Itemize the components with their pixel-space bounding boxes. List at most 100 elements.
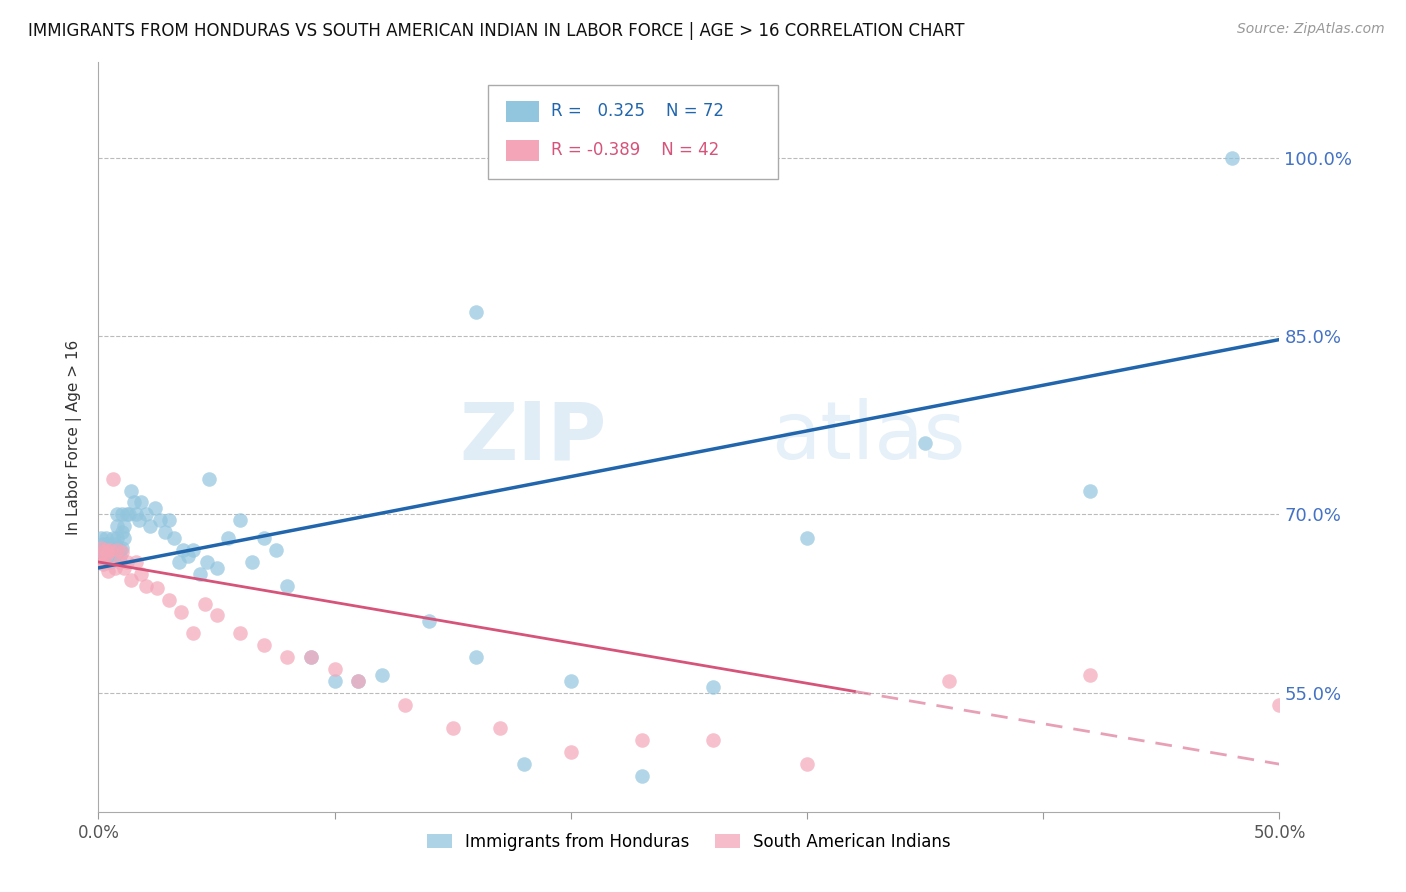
Text: IMMIGRANTS FROM HONDURAS VS SOUTH AMERICAN INDIAN IN LABOR FORCE | AGE > 16 CORR: IMMIGRANTS FROM HONDURAS VS SOUTH AMERIC… (28, 22, 965, 40)
Point (205, 608, 228, 623)
Point (195, 555, 218, 569)
Point (229, 626, 252, 640)
Point (90, 555, 112, 569)
Point (105, 508, 128, 522)
Point (125, 555, 148, 569)
Point (98, 543, 121, 558)
Point (125, 508, 148, 522)
Point (1220, 151, 1243, 165)
Point (94, 549, 117, 563)
Point (560, 745, 582, 759)
Text: atlas: atlas (772, 398, 966, 476)
Point (630, 733, 652, 747)
Point (560, 673, 582, 688)
Y-axis label: In Labor Force | Age > 16: In Labor Force | Age > 16 (66, 340, 83, 534)
Point (94, 543, 117, 558)
Point (115, 508, 138, 522)
Text: ZIP: ZIP (458, 398, 606, 476)
Point (157, 513, 180, 527)
Text: R =   0.325    N = 72: R = 0.325 N = 72 (551, 103, 724, 120)
Point (128, 513, 150, 527)
Point (143, 501, 166, 516)
Point (1268, 698, 1291, 712)
Point (347, 673, 370, 688)
Point (97, 537, 120, 551)
Point (105, 519, 128, 533)
Point (441, 722, 464, 736)
Legend: Immigrants from Honduras, South American Indians: Immigrants from Honduras, South American… (420, 826, 957, 857)
Point (122, 495, 145, 509)
Text: R = -0.389    N = 42: R = -0.389 N = 42 (551, 141, 718, 159)
Point (1080, 483, 1102, 498)
Point (205, 561, 228, 575)
Point (135, 508, 157, 522)
Point (129, 495, 152, 509)
Point (91, 558, 114, 572)
Point (418, 615, 440, 629)
Point (121, 483, 143, 498)
Point (181, 626, 204, 640)
FancyBboxPatch shape (488, 85, 778, 178)
Text: Source: ZipAtlas.com: Source: ZipAtlas.com (1237, 22, 1385, 37)
Point (167, 555, 190, 569)
Point (121, 573, 143, 587)
Point (115, 555, 138, 569)
Point (111, 541, 134, 555)
Point (97, 565, 120, 579)
Point (170, 605, 193, 619)
Point (111, 508, 134, 522)
Point (465, 305, 488, 319)
Point (101, 543, 124, 558)
Point (94, 549, 117, 563)
Point (146, 581, 169, 595)
Point (796, 757, 818, 772)
Point (91, 537, 114, 551)
Point (630, 769, 652, 783)
Point (253, 638, 276, 652)
Point (94, 541, 117, 555)
Point (229, 513, 252, 527)
Point (240, 555, 263, 569)
Point (188, 566, 211, 581)
Point (914, 436, 936, 450)
Point (702, 733, 724, 747)
FancyBboxPatch shape (506, 140, 538, 161)
Point (104, 541, 127, 555)
Point (111, 545, 134, 559)
Point (108, 543, 131, 558)
Point (105, 531, 128, 545)
Point (129, 566, 152, 581)
Point (104, 561, 127, 575)
Point (118, 508, 141, 522)
Point (276, 650, 298, 665)
Point (394, 698, 416, 712)
Point (108, 555, 131, 569)
Point (253, 531, 276, 545)
Point (98, 541, 121, 555)
Point (97, 545, 120, 559)
Point (111, 525, 134, 540)
Point (299, 650, 322, 665)
Point (347, 673, 370, 688)
Point (276, 579, 298, 593)
Point (1080, 668, 1102, 682)
Point (938, 673, 960, 688)
Point (90, 543, 112, 558)
Point (163, 531, 186, 545)
Point (108, 549, 131, 563)
Point (91, 545, 114, 559)
Point (112, 519, 135, 533)
Point (371, 668, 394, 682)
Point (97, 545, 120, 559)
Point (112, 561, 135, 575)
Point (98, 555, 121, 569)
FancyBboxPatch shape (506, 101, 538, 121)
Point (299, 650, 322, 665)
Point (796, 531, 818, 545)
Point (101, 472, 124, 486)
Point (323, 673, 346, 688)
Point (90, 541, 112, 555)
Point (198, 472, 221, 486)
Point (489, 722, 512, 736)
Point (97, 543, 120, 558)
